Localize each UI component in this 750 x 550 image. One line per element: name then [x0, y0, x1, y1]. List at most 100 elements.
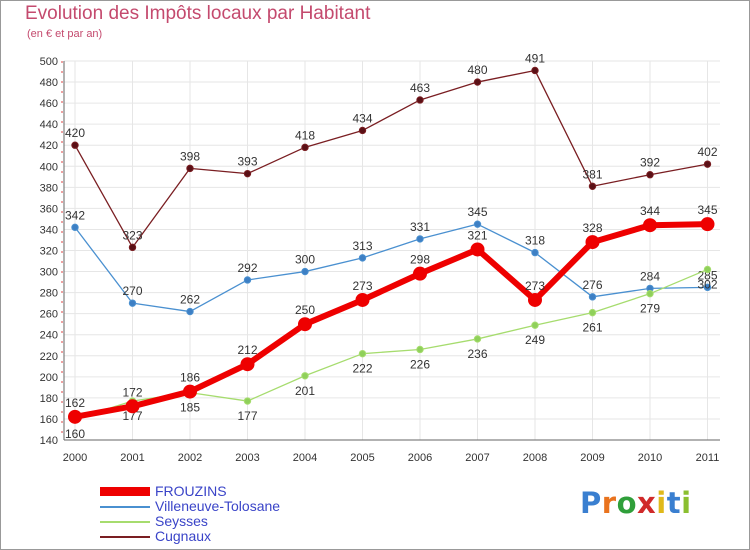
x-tick-label: 2010: [638, 452, 662, 464]
data-point-villeneuve-tolosane: [473, 220, 482, 228]
logo-letter: i: [656, 486, 667, 520]
data-label-cugnaux: 463: [410, 81, 430, 95]
data-label-frouzins: 250: [295, 303, 315, 317]
y-tick-label: 360: [40, 203, 58, 215]
data-point-villeneuve-tolosane: [358, 254, 367, 262]
x-tick-label: 2008: [523, 452, 547, 464]
data-label-seysses: 302: [697, 277, 717, 291]
data-point-villeneuve-tolosane: [128, 299, 137, 307]
data-point-frouzins: [298, 317, 312, 332]
data-label-seysses: 226: [410, 357, 430, 371]
data-point-villeneuve-tolosane: [703, 283, 712, 292]
logo-letter: i: [681, 486, 692, 520]
y-tick-label: 500: [40, 56, 58, 68]
legend-swatch-villeneuve-tolosane: [100, 505, 150, 508]
data-point-villeneuve-tolosane: [243, 276, 252, 284]
legend-item-frouzins: FROUZINS: [100, 484, 280, 499]
data-point-cugnaux: [358, 126, 367, 135]
x-tick-label: 2004: [293, 452, 317, 464]
logo-letter: o: [616, 486, 638, 520]
data-label-seysses: 261: [582, 321, 602, 335]
data-label-frouzins: 186: [180, 371, 200, 385]
data-label-villeneuve-tolosane: 342: [65, 208, 85, 222]
data-label-seysses: 222: [352, 362, 372, 376]
data-label-frouzins: 212: [237, 343, 257, 357]
data-label-cugnaux: 418: [295, 128, 315, 142]
data-point-seysses: [646, 289, 654, 298]
x-tick-label: 2011: [696, 452, 720, 464]
logo-letter: x: [637, 486, 657, 520]
y-tick-label: 220: [40, 351, 58, 363]
y-tick-label: 280: [40, 288, 58, 300]
data-point-seysses: [416, 345, 424, 354]
data-point-cugnaux: [531, 66, 539, 75]
y-tick-label: 340: [40, 224, 58, 236]
x-tick-label: 2006: [408, 452, 432, 464]
chart-title: Evolution des Impôts locaux par Habitant: [25, 3, 371, 24]
y-tick-label: 460: [40, 98, 58, 110]
data-label-villeneuve-tolosane: 262: [180, 293, 200, 307]
data-point-seysses: [703, 265, 712, 274]
data-label-seysses: 160: [65, 427, 85, 441]
data-point-frouzins: [585, 235, 600, 250]
y-tick-label: 480: [40, 77, 58, 89]
data-label-villeneuve-tolosane: 331: [410, 220, 430, 234]
data-label-frouzins: 328: [582, 221, 602, 235]
data-label-villeneuve-tolosane: 313: [352, 239, 372, 253]
data-point-cugnaux: [128, 243, 137, 252]
x-tick-label: 2005: [350, 452, 374, 464]
data-label-cugnaux: 402: [697, 145, 717, 159]
legend-item-cugnaux: Cugnaux: [100, 529, 280, 544]
legend-swatch-cugnaux: [100, 535, 150, 538]
data-label-villeneuve-tolosane: 345: [467, 205, 487, 219]
y-tick-label: 300: [40, 267, 58, 279]
proxiti-logo: Proxiti: [580, 486, 692, 520]
data-label-cugnaux: 420: [65, 126, 85, 140]
y-tick-label: 380: [40, 182, 58, 194]
data-label-villeneuve-tolosane: 292: [237, 261, 257, 275]
data-label-villeneuve-tolosane: 270: [122, 284, 142, 298]
data-point-cugnaux: [243, 169, 252, 178]
data-label-cugnaux: 480: [467, 63, 487, 77]
data-label-villeneuve-tolosane: 276: [582, 278, 602, 292]
series-line-cugnaux: [74, 69, 709, 248]
data-label-villeneuve-tolosane: 318: [525, 234, 545, 248]
legend-label: Cugnaux: [155, 528, 212, 544]
data-label-villeneuve-tolosane: 284: [640, 269, 660, 283]
data-label-frouzins: 298: [410, 253, 430, 267]
data-label-cugnaux: 491: [525, 51, 545, 65]
data-point-seysses: [301, 372, 309, 380]
data-point-frouzins: [183, 384, 197, 399]
data-label-frouzins: 344: [640, 204, 660, 218]
data-point-frouzins: [68, 409, 82, 424]
logo-letter: t: [666, 486, 682, 520]
legend-label: Villeneuve-Tolosane: [155, 498, 281, 514]
data-point-cugnaux: [588, 182, 597, 190]
x-tick-label: 2009: [580, 452, 604, 464]
legend-swatch-frouzins: [100, 487, 150, 496]
y-tick-label: 440: [40, 119, 58, 131]
data-label-seysses: 201: [295, 384, 315, 398]
data-point-seysses: [531, 321, 539, 329]
data-point-cugnaux: [301, 143, 309, 152]
y-tick-label: 260: [40, 309, 58, 321]
data-label-frouzins: 321: [467, 228, 487, 242]
y-tick-label: 180: [40, 393, 58, 405]
data-point-cugnaux: [416, 96, 424, 104]
data-point-frouzins: [700, 217, 715, 232]
data-label-seysses: 177: [237, 409, 257, 423]
data-label-seysses: 185: [180, 401, 200, 415]
data-label-frouzins: 345: [697, 203, 717, 217]
data-point-frouzins: [240, 357, 255, 372]
x-tick-label: 2007: [465, 452, 489, 464]
data-label-seysses: 249: [525, 333, 545, 347]
data-label-cugnaux: 434: [352, 111, 372, 125]
y-tick-label: 160: [40, 414, 58, 426]
data-label-villeneuve-tolosane: 300: [295, 253, 315, 267]
data-point-villeneuve-tolosane: [588, 293, 597, 301]
legend-swatch-seysses: [100, 520, 150, 523]
data-point-cugnaux: [703, 160, 712, 168]
logo-letter: P: [580, 486, 602, 520]
data-point-frouzins: [355, 292, 370, 307]
data-point-cugnaux: [646, 171, 654, 179]
